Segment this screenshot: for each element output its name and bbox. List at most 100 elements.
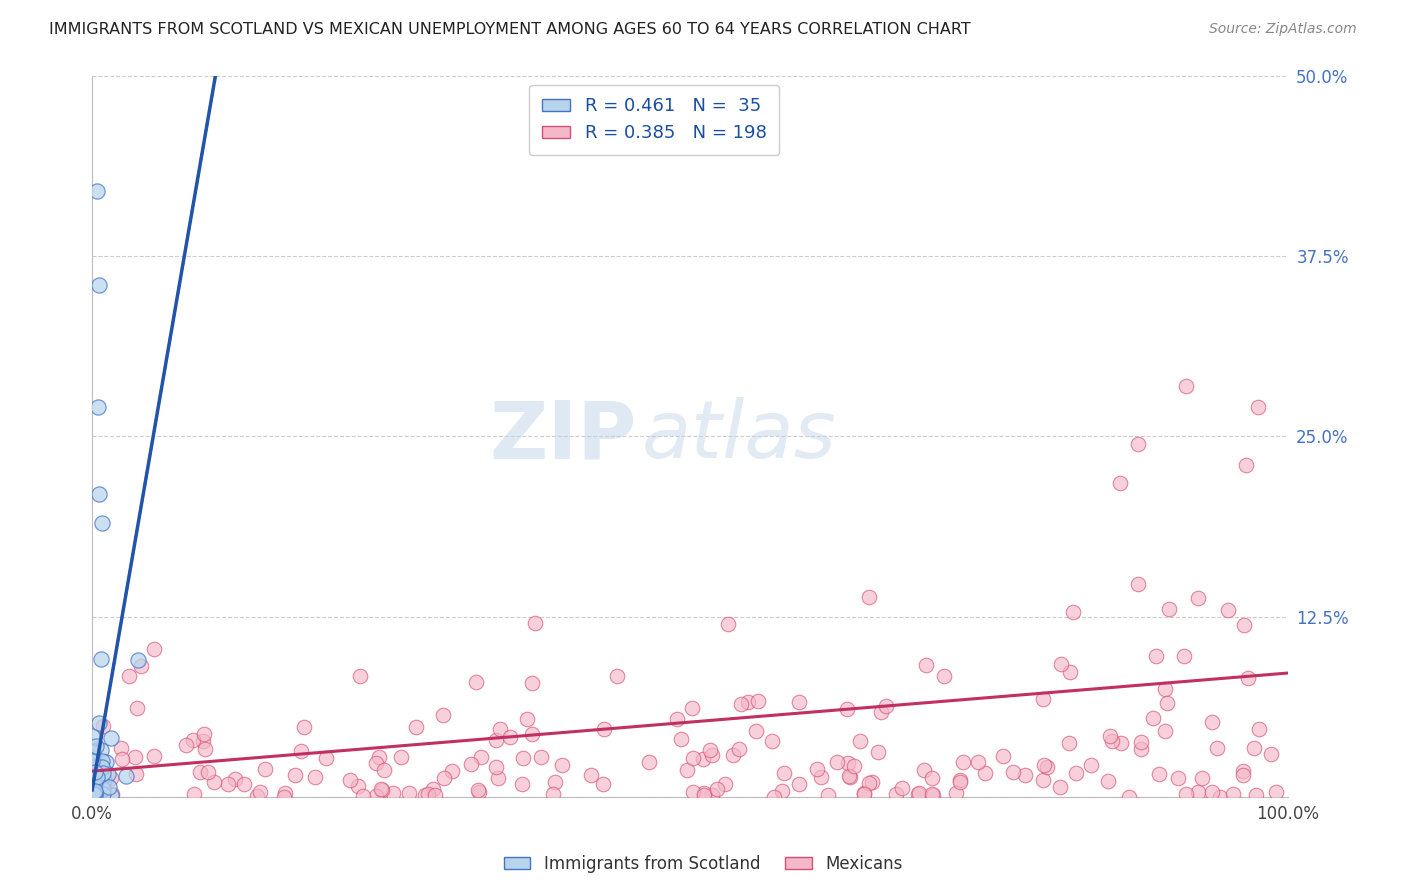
Point	[89, 487, 111, 501]
Point	[100, 731, 122, 745]
Point	[1232, 768, 1254, 782]
Point	[1035, 760, 1057, 774]
Point	[844, 759, 866, 773]
Point	[405, 720, 427, 734]
Point	[762, 789, 785, 804]
Point	[470, 749, 492, 764]
Point	[499, 730, 522, 744]
Point	[101, 787, 124, 801]
Point	[315, 751, 337, 765]
Point	[83, 787, 105, 801]
Point	[543, 774, 565, 789]
Point	[433, 771, 456, 785]
Point	[90, 516, 112, 530]
Point	[100, 788, 122, 802]
Point	[770, 784, 793, 798]
Point	[606, 669, 628, 683]
Point	[346, 779, 368, 793]
Point	[84, 786, 107, 800]
Point	[1130, 735, 1153, 749]
Point	[838, 770, 860, 784]
Point	[83, 764, 105, 779]
Point	[91, 765, 114, 780]
Point	[93, 772, 115, 787]
Point	[1059, 736, 1081, 750]
Point	[772, 765, 794, 780]
Point	[1128, 436, 1150, 450]
Point	[1062, 606, 1084, 620]
Point	[91, 719, 114, 733]
Point	[921, 787, 943, 801]
Point	[1142, 711, 1164, 725]
Point	[516, 712, 538, 726]
Point	[117, 669, 139, 683]
Point	[520, 676, 543, 690]
Point	[835, 702, 858, 716]
Point	[991, 748, 1014, 763]
Point	[290, 744, 312, 758]
Point	[1173, 648, 1195, 663]
Point	[1216, 602, 1239, 616]
Point	[1064, 765, 1087, 780]
Point	[423, 789, 446, 803]
Point	[349, 669, 371, 683]
Point	[581, 768, 603, 782]
Legend: Immigrants from Scotland, Mexicans: Immigrants from Scotland, Mexicans	[496, 848, 910, 880]
Point	[91, 782, 114, 797]
Point	[737, 695, 759, 709]
Point	[868, 745, 890, 759]
Point	[367, 750, 389, 764]
Point	[98, 780, 121, 794]
Point	[364, 756, 387, 770]
Point	[745, 724, 768, 739]
Point	[884, 787, 907, 801]
Point	[82, 786, 104, 800]
Point	[87, 770, 110, 784]
Point	[1243, 741, 1265, 756]
Point	[1205, 740, 1227, 755]
Point	[852, 787, 875, 801]
Point	[370, 783, 392, 797]
Point	[914, 657, 936, 672]
Point	[787, 695, 810, 709]
Point	[485, 732, 508, 747]
Point	[100, 771, 122, 785]
Point	[523, 615, 546, 630]
Point	[714, 777, 737, 791]
Point	[551, 758, 574, 772]
Point	[416, 787, 439, 801]
Point	[1265, 785, 1288, 799]
Point	[370, 782, 392, 797]
Point	[83, 782, 105, 797]
Point	[700, 747, 723, 762]
Point	[908, 786, 931, 800]
Point	[183, 787, 205, 801]
Point	[82, 750, 104, 764]
Point	[949, 773, 972, 788]
Point	[398, 786, 420, 800]
Point	[86, 184, 108, 198]
Point	[1153, 682, 1175, 697]
Point	[464, 675, 486, 690]
Point	[681, 700, 703, 714]
Point	[810, 770, 832, 784]
Point	[692, 789, 714, 803]
Point	[761, 733, 783, 747]
Point	[510, 776, 533, 790]
Point	[1260, 747, 1282, 761]
Point	[84, 788, 107, 802]
Point	[1080, 758, 1102, 772]
Point	[460, 757, 482, 772]
Point	[1187, 785, 1209, 799]
Point	[304, 771, 326, 785]
Point	[921, 789, 943, 803]
Point	[1032, 757, 1054, 772]
Point	[89, 716, 111, 731]
Point	[967, 755, 990, 769]
Text: ZIP: ZIP	[489, 397, 636, 475]
Point	[217, 777, 239, 791]
Point	[530, 750, 553, 764]
Point	[838, 769, 860, 783]
Point	[1222, 787, 1244, 801]
Point	[110, 741, 132, 756]
